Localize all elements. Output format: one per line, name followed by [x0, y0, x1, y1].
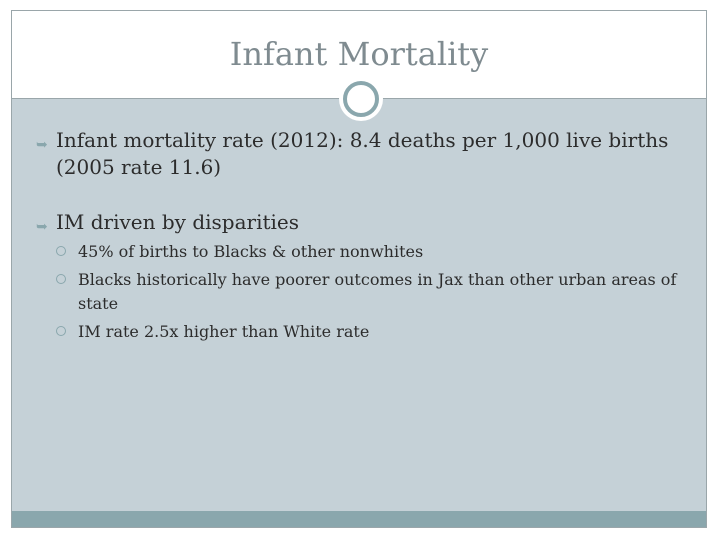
sub-bullet-text: Blacks historically have poorer outcomes…	[78, 270, 677, 313]
circle-bullet-icon	[56, 326, 66, 336]
footer-bar	[12, 511, 706, 527]
slide-title: Infant Mortality	[229, 35, 489, 73]
bullet-arrow-icon: ➥	[36, 137, 48, 153]
sub-bullet-text: 45% of births to Blacks & other nonwhite…	[78, 242, 424, 261]
circle-bullet-icon	[56, 246, 66, 256]
decorative-ring-icon	[343, 81, 379, 117]
slide-frame: Infant Mortality ➥ Infant mortality rate…	[11, 10, 707, 528]
bullet-text: Infant mortality rate (2012): 8.4 deaths…	[56, 128, 669, 179]
sub-bullet-item: Blacks historically have poorer outcomes…	[56, 268, 686, 316]
bullet-text: IM driven by disparities	[56, 210, 300, 234]
slide-content: ➥ Infant mortality rate (2012): 8.4 deat…	[36, 127, 686, 348]
sub-bullet-text: IM rate 2.5x higher than White rate	[78, 322, 370, 341]
bullet-arrow-icon: ➥	[36, 219, 48, 235]
bullet-item: ➥ Infant mortality rate (2012): 8.4 deat…	[36, 127, 686, 181]
sub-bullet-list: 45% of births to Blacks & other nonwhite…	[36, 240, 686, 344]
circle-bullet-icon	[56, 274, 66, 284]
sub-bullet-item: IM rate 2.5x higher than White rate	[56, 320, 686, 344]
bullet-item: ➥ IM driven by disparities	[36, 209, 686, 236]
sub-bullet-item: 45% of births to Blacks & other nonwhite…	[56, 240, 686, 264]
